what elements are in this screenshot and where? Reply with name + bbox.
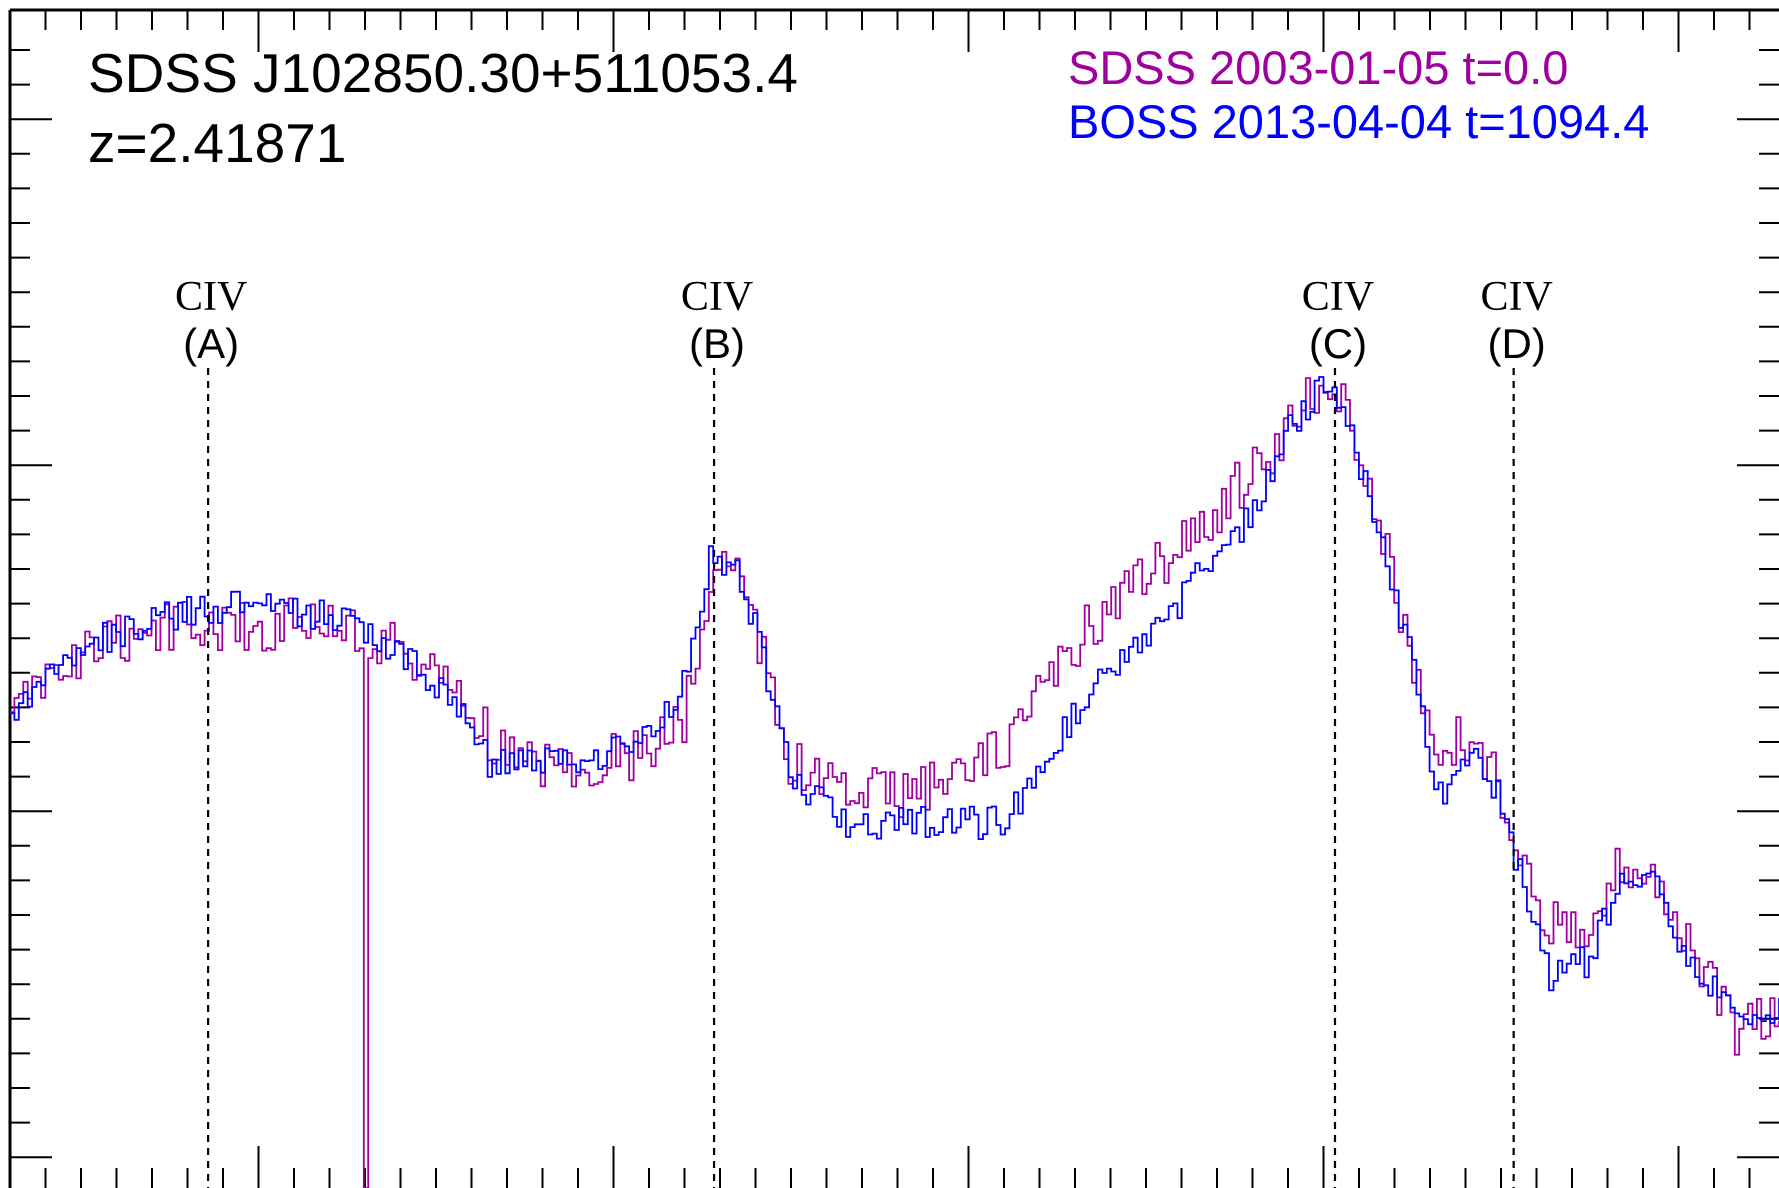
absorption-marker-id: (B) [689, 320, 745, 367]
absorption-marker-label: CIV [175, 274, 247, 320]
chart-subtitle: z=2.41871 [88, 112, 346, 174]
absorption-marker-label: CIV [1302, 274, 1374, 320]
axis-ticks [9, 10, 1779, 1188]
spectra-series [10, 376, 1779, 1188]
absorption-marker-id: (D) [1487, 320, 1545, 367]
absorption-markers: CIV(A)CIV(B)CIV(C)CIV(D) [175, 274, 1553, 1188]
absorption-marker-label: CIV [681, 274, 753, 320]
absorption-marker-id: (C) [1309, 320, 1367, 367]
series-boss-line [10, 376, 1779, 1026]
chart-title: SDSS J102850.30+511053.4 [88, 42, 798, 104]
plot-frame [8, 8, 1779, 1188]
absorption-marker-label: CIV [1480, 274, 1552, 320]
legend-entry-sdss: SDSS 2003-01-05 t=0.0 [1068, 41, 1568, 94]
absorption-marker-id: (A) [183, 320, 239, 367]
legend-entry-boss: BOSS 2013-04-04 t=1094.4 [1068, 95, 1649, 148]
